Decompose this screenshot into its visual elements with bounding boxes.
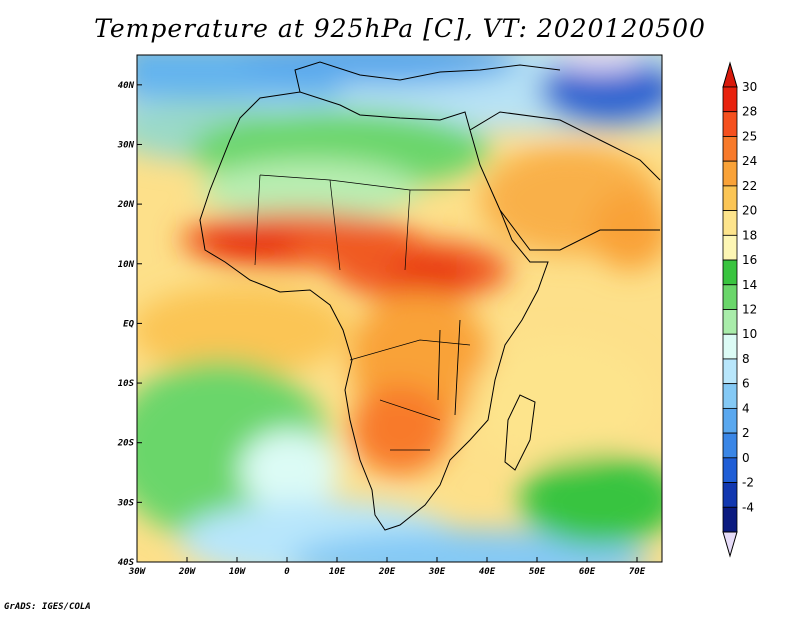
- colorbar-label: 14: [742, 278, 757, 292]
- lon-tick-label: 20W: [178, 567, 197, 577]
- colorbar-swatch: [722, 136, 738, 162]
- map-frame: [136, 54, 663, 563]
- colorbar-swatch: [722, 383, 738, 409]
- lon-tick-label: 40E: [479, 567, 496, 577]
- lat-tick-label: 40N: [118, 81, 135, 91]
- colorbar-swatch: [722, 482, 738, 508]
- colorbar-label: 28: [742, 105, 757, 119]
- colorbar-label: 10: [742, 327, 757, 341]
- colorbar-label: 0: [742, 451, 750, 465]
- colorbar-swatch: [722, 86, 738, 113]
- lat-tick-label: EQ: [123, 319, 134, 329]
- coastlines: [199, 61, 661, 531]
- lat-tick-label: 20S: [117, 439, 135, 449]
- colorbar-swatch: [722, 457, 738, 483]
- lon-tick-label: 0: [284, 567, 290, 577]
- lon-tick-label: 50E: [529, 567, 546, 577]
- colorbar-label: 6: [742, 377, 750, 391]
- colorbar-swatch: [722, 210, 738, 236]
- colorbar-label: 30: [742, 80, 757, 94]
- colorbar-swatch: [722, 160, 738, 187]
- colorbar-top-arrow: [722, 61, 738, 88]
- colorbar-label: 25: [742, 129, 757, 143]
- lon-tick-label: 10W: [229, 567, 247, 577]
- longitude-axis: 30W 20W 10W 0 10E 20E 30E 40E 50E 60E 70E: [128, 557, 646, 577]
- lon-tick-label: 60E: [579, 567, 596, 577]
- colorbar-label: 8: [742, 352, 750, 366]
- lat-tick-label: 10S: [118, 379, 135, 389]
- colorbar-label: 18: [742, 228, 757, 242]
- latitude-axis: 40N 30N 20N 10N EQ 10S 20S 30S 40S: [117, 81, 142, 568]
- colorbar-label: 4: [742, 401, 750, 415]
- lon-tick-label: 10E: [329, 567, 346, 577]
- colorbar-swatch: [722, 234, 738, 261]
- map-title: Temperature at 925hPa [C], VT: 202012050…: [94, 14, 706, 43]
- colorbar-label: 2: [742, 426, 750, 440]
- colorbar-label: -2: [742, 476, 754, 490]
- colorbar-swatch: [722, 309, 738, 335]
- lat-tick-label: 20N: [117, 200, 135, 210]
- colorbar-label: 22: [742, 179, 757, 193]
- colorbar-label: -4: [742, 500, 754, 514]
- colorbar-label: 12: [742, 303, 757, 317]
- lat-tick-label: 10N: [118, 260, 135, 270]
- colorbar-swatch: [722, 284, 738, 310]
- colorbar-label: 20: [742, 204, 757, 218]
- colorbar-swatch: [722, 259, 738, 286]
- colorbar-swatch: [722, 432, 738, 459]
- colorbar-swatch: [722, 506, 738, 533]
- colorbar-swatch: [722, 333, 738, 360]
- colorbar-swatch: [722, 407, 738, 434]
- lon-tick-label: 20E: [378, 567, 396, 577]
- lat-tick-label: 30S: [117, 498, 135, 508]
- colorbar-swatch: [722, 111, 738, 137]
- lat-tick-label: 40S: [118, 558, 135, 568]
- lon-tick-label: 30E: [428, 567, 446, 577]
- colorbar-swatch: [722, 185, 738, 212]
- colorbar-label: 24: [742, 154, 757, 168]
- temperature-field: [137, 55, 662, 562]
- colorbar-bottom-arrow: [722, 531, 738, 558]
- lat-tick-label: 30N: [117, 140, 135, 150]
- footer-credit: GrADS: IGES/COLA: [4, 602, 91, 612]
- lon-tick-label: 30W: [128, 567, 147, 577]
- colorbar-label: 16: [742, 253, 757, 267]
- colorbar-swatch: [722, 358, 738, 385]
- lon-tick-label: 70E: [629, 567, 646, 577]
